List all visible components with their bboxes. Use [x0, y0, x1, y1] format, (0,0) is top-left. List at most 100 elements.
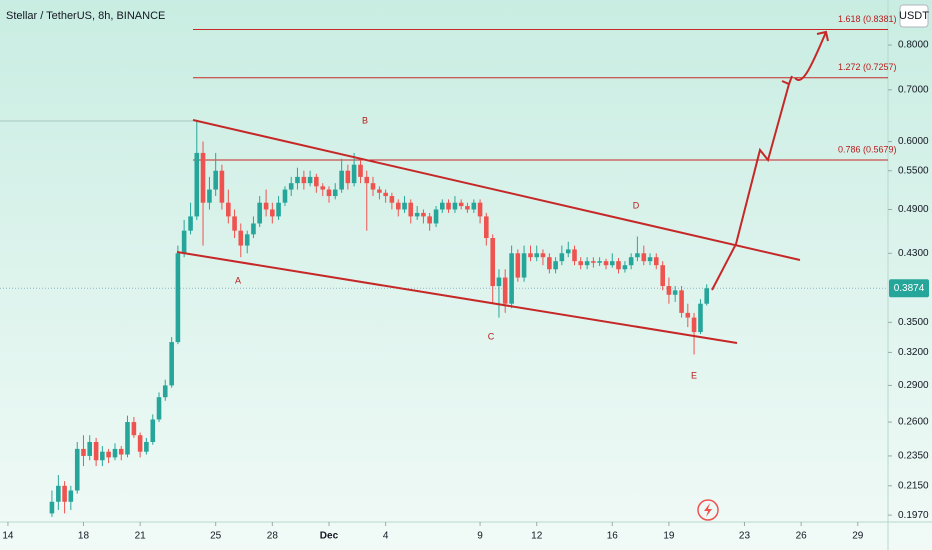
candle-body — [194, 152, 200, 217]
fib-label: 1.272 (0.7257) — [838, 62, 897, 72]
candle-body — [458, 202, 464, 207]
candle-body — [263, 202, 269, 210]
wave-label: B — [362, 115, 368, 125]
candle-body — [219, 170, 225, 203]
candle-body — [672, 290, 678, 295]
candle-body — [345, 170, 351, 184]
x-tick-label: 4 — [383, 531, 389, 542]
candle-body — [162, 385, 168, 398]
y-tick-label: 0.2350 — [898, 451, 929, 462]
candle-body — [477, 202, 483, 217]
channel-lower — [176, 251, 738, 344]
candle-body — [553, 261, 558, 270]
candle-body — [704, 288, 709, 304]
candle-body — [641, 253, 647, 262]
candle-body — [213, 170, 218, 190]
y-tick-label: 0.3200 — [898, 347, 929, 358]
candle-body — [244, 234, 250, 246]
candle-body — [698, 303, 703, 333]
candle-body — [591, 261, 596, 263]
last-price-label: 0.3874 — [894, 283, 925, 294]
candle-body — [547, 257, 552, 270]
y-tick-label: 0.5500 — [898, 165, 929, 176]
candle-body — [68, 490, 74, 502]
candle-body — [559, 253, 565, 262]
wave-label: D — [633, 200, 640, 210]
candle-body — [301, 176, 307, 184]
fib-label: 0.786 (0.5679) — [838, 144, 897, 154]
candle-body — [628, 257, 634, 266]
candle-body — [251, 223, 256, 235]
candle-body — [295, 176, 300, 184]
candle-body — [679, 290, 684, 313]
y-tick-label: 0.7000 — [898, 84, 929, 95]
candle-body — [276, 202, 281, 217]
candle-body — [320, 186, 326, 190]
lightning-icon[interactable] — [697, 499, 719, 521]
candle-body — [49, 501, 55, 514]
candle-body — [383, 192, 388, 197]
candle-body — [414, 212, 420, 217]
y-tick-label: 0.2900 — [898, 380, 929, 391]
candle-body — [578, 261, 584, 266]
x-tick-label: Dec — [320, 531, 339, 542]
candle-body — [181, 230, 187, 254]
candle-body — [332, 189, 338, 197]
y-tick-label: 0.4900 — [898, 204, 929, 215]
candle-body — [118, 448, 124, 455]
candle-body — [226, 202, 231, 217]
candle-body — [534, 253, 540, 258]
candle-body — [616, 261, 621, 270]
x-tick-label: 26 — [796, 531, 808, 542]
x-tick-label: 9 — [477, 531, 483, 542]
wave-label: C — [488, 331, 495, 341]
candle-body — [584, 261, 590, 266]
candle-body — [156, 397, 162, 420]
candle-body — [188, 216, 193, 231]
candle-body — [106, 451, 111, 458]
y-tick-label: 0.6000 — [898, 136, 929, 147]
x-tick-label: 23 — [739, 531, 751, 542]
x-tick-label: 14 — [2, 531, 14, 542]
candle-body — [137, 435, 143, 452]
x-tick-label: 12 — [531, 531, 543, 542]
candle-body — [408, 202, 414, 217]
candle-body — [666, 286, 672, 295]
y-tick-label: 0.2150 — [898, 480, 929, 491]
y-tick-label: 0.3500 — [898, 317, 929, 328]
candle-body — [125, 422, 130, 455]
channel-upper — [192, 119, 801, 261]
x-tick-label: 16 — [607, 531, 619, 542]
candle-body — [377, 189, 382, 193]
arrow-head — [781, 75, 793, 86]
candle-body — [496, 277, 502, 287]
candle-body — [402, 202, 407, 210]
candle-body — [572, 249, 577, 262]
candle-body — [490, 238, 496, 287]
candle-body — [314, 176, 319, 187]
drawings — [176, 30, 829, 344]
candle-body — [200, 152, 206, 203]
candle-body — [169, 342, 174, 386]
candle-body — [622, 265, 628, 270]
currency-box[interactable] — [899, 4, 929, 28]
projection-curve — [794, 31, 827, 81]
last-price-box — [889, 279, 929, 298]
candle-body — [647, 257, 653, 262]
candle-body — [150, 419, 156, 442]
arrow-head — [816, 30, 829, 42]
candle-body — [484, 216, 489, 239]
x-tick-label: 28 — [267, 531, 279, 542]
y-tick-label: 0.1970 — [898, 510, 929, 521]
candle-body — [257, 202, 262, 224]
candle-body — [446, 202, 451, 210]
candle-body — [528, 253, 533, 258]
candle-body — [351, 164, 357, 184]
candle-body — [282, 189, 288, 203]
wave-label: E — [691, 370, 697, 380]
candle-body — [339, 170, 344, 190]
x-tick-label: 25 — [210, 531, 222, 542]
candle-body — [660, 265, 665, 287]
candle-body — [62, 485, 67, 502]
